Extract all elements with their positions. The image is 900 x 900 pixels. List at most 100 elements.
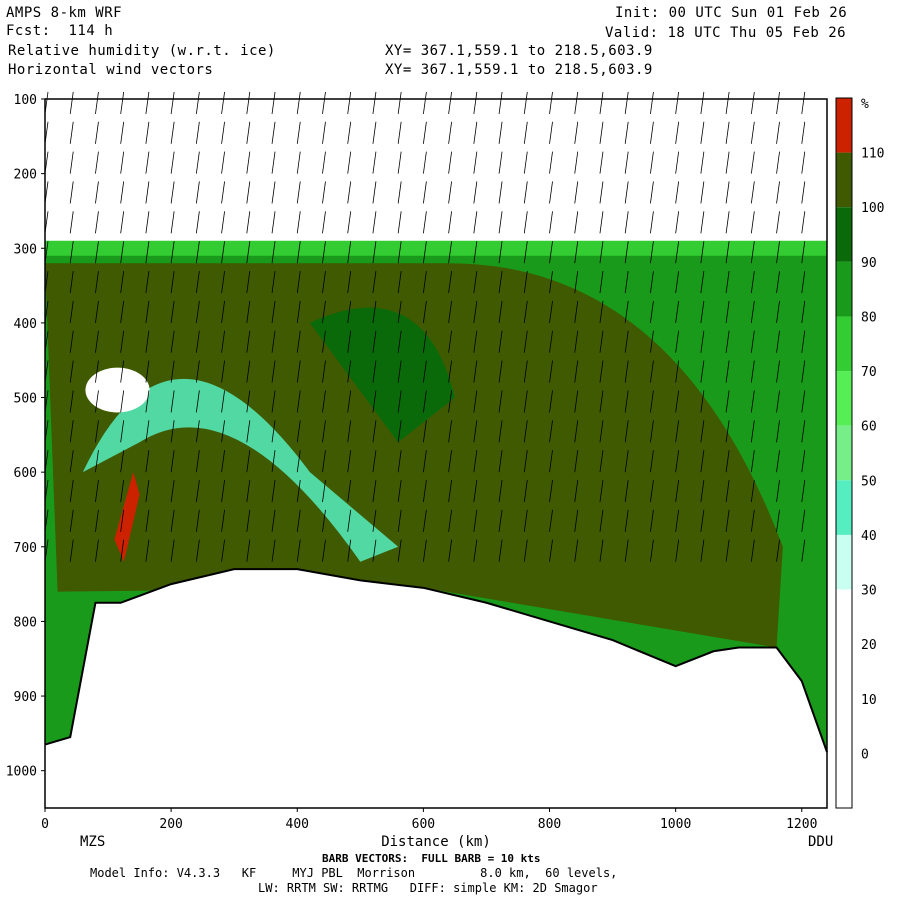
wind-barb-380 [624,450,629,473]
wind-barb-144 [271,91,276,114]
wind-barb-82 [170,151,175,174]
wind-barb-135 [246,300,251,323]
wind-barb-159 [271,539,276,562]
wind-barb-436 [725,211,730,234]
rh-supersat-patch [114,472,140,562]
wind-barb-116 [221,211,225,234]
wind-barb-323 [549,181,553,204]
wind-barb-86 [170,270,175,294]
endpoint-left: MZS [80,834,105,850]
wind-barb-39 [95,300,99,323]
x-tick-label-800: 800 [538,817,561,832]
wind-barb-419 [700,181,705,204]
colorbar-swatch-3 [836,261,852,317]
wind-barb-411 [675,420,680,443]
colorbar-swatch-5 [836,371,852,426]
wind-barb-41 [95,360,99,383]
wind-barb-282 [473,390,478,413]
wind-barb-317 [523,479,528,503]
plot-frame [44,98,828,809]
wind-barb-374 [624,270,629,294]
wind-barb-211 [372,181,377,204]
wind-barb-315 [523,420,528,443]
wind-barb-476 [776,450,780,473]
y-tick-label-900: 900 [14,690,37,705]
wind-barb-114 [221,151,225,174]
wind-barb-58 [120,390,125,413]
endpoint-right: DDU [808,834,833,850]
wind-barb-346 [574,390,579,413]
wind-barb-113 [221,121,225,144]
wind-barb-390 [650,270,654,294]
wind-barb-19 [69,181,74,204]
wind-barb-271 [448,539,453,562]
wind-barb-401 [675,121,680,144]
wind-barb-175 [296,539,301,562]
wind-barb-492 [801,450,806,473]
wind-barb-371 [624,181,629,204]
wind-barb-272 [473,91,478,114]
wind-barb-438 [725,270,730,294]
wind-barb-427 [700,420,705,443]
wind-barb-227 [397,181,402,204]
wind-barb-85 [170,241,175,264]
wind-barb-75 [145,420,150,443]
wind-barb-475 [776,420,780,443]
wind-barb-464 [776,91,780,114]
wind-barb-429 [700,479,705,503]
wind-barb-99 [195,181,200,204]
wind-barb-482 [801,151,806,174]
wind-barb-64 [145,91,150,114]
wind-barb-300 [498,450,503,473]
colorbar-label-0: 0 [861,747,869,762]
colorbar-swatch-6 [836,425,852,481]
wind-barb-131 [246,181,251,204]
wind-barb-239 [397,539,402,562]
wind-barb-393 [650,360,654,383]
wind-barb-152 [271,330,276,353]
wind-barb-267 [448,420,453,443]
terrain-line [44,568,828,753]
wind-barb-375 [624,300,629,323]
wind-barb-402 [675,151,680,174]
wind-barb-309 [523,241,528,264]
colorbar-label-10: 10 [861,693,877,708]
wind-barb-45 [95,479,99,503]
colorbar-swatch-7 [836,480,852,535]
wind-barb-63 [120,539,125,562]
wind-barb-205 [347,479,352,503]
wind-barb-242 [422,151,427,174]
wind-barb-337 [574,121,579,144]
wind-barb-200 [347,330,352,353]
wind-barb-171 [296,420,301,443]
wind-barb-287 [473,539,478,562]
wind-barb-299 [498,420,503,443]
colorbar-label-40: 40 [861,529,877,544]
wind-barb-128 [246,91,251,114]
wind-barb-420 [700,211,705,234]
wind-barb-345 [574,360,579,383]
wind-barb-107 [195,420,200,443]
wind-barb-364 [599,450,604,473]
wind-barb-441 [725,360,730,383]
wind-barb-191 [322,539,326,562]
wind-barb-454 [750,270,755,294]
wind-barb-474 [776,390,780,413]
wind-barb-333 [549,479,553,503]
wind-barb-226 [397,151,402,174]
wind-barb-57 [120,360,125,383]
wind-barb-451 [750,181,755,204]
x-tick-label-0: 0 [41,817,49,832]
wind-barb-329 [549,360,553,383]
wind-barb-418 [700,151,705,174]
wind-barb-87 [170,300,175,323]
wind-barb-70 [145,270,150,294]
wind-barb-265 [448,360,453,383]
wind-barb-110 [195,509,200,532]
wind-barb-326 [549,270,553,294]
wind-barb-121 [221,360,225,383]
wind-barb-355 [599,181,604,204]
wind-barb-127 [221,539,225,562]
wind-barb-360 [599,330,604,353]
wind-barb-51 [120,181,125,204]
